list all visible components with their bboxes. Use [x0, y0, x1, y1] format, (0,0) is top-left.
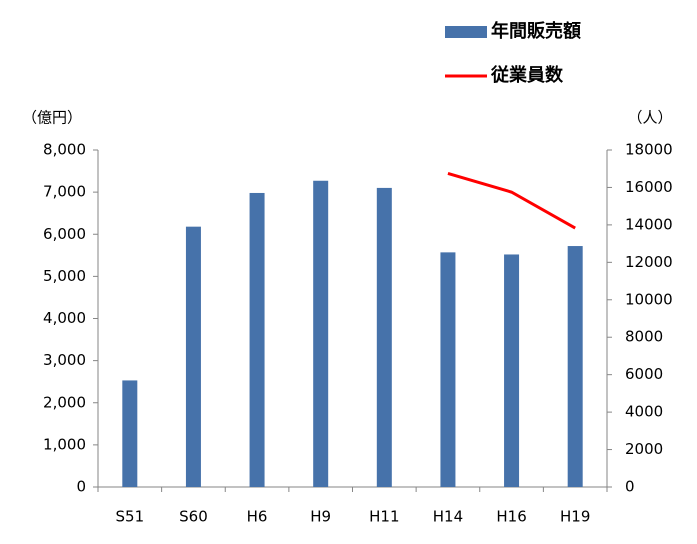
y2-tick-label: 4000 [625, 403, 663, 421]
y-tick-label: 1,000 [43, 435, 86, 453]
x-tick-label: H16 [496, 508, 526, 526]
bar [122, 380, 138, 487]
x-tick-label: S51 [116, 508, 145, 526]
y-tick-label: 3,000 [43, 351, 86, 369]
y2-tick-label: 8000 [625, 328, 663, 346]
x-tick-label: S60 [179, 508, 208, 526]
x-tick-label: H11 [369, 508, 399, 526]
legend-swatch [445, 26, 487, 38]
y2-axis-label: （人） [627, 109, 672, 127]
y2-tick-label: 12000 [625, 253, 673, 271]
y2-tick-label: 14000 [625, 215, 673, 233]
y-tick-label: 4,000 [43, 309, 86, 327]
bar [376, 187, 392, 487]
bar [504, 254, 520, 487]
y-tick-label: 7,000 [43, 183, 86, 201]
y2-tick-label: 18000 [625, 141, 673, 159]
x-tick-label: H14 [433, 508, 463, 526]
bar [567, 246, 583, 487]
y-axis-label: （億円） [22, 109, 82, 127]
bar [249, 192, 265, 487]
y-tick-label: 5,000 [43, 267, 86, 285]
y-tick-label: 0 [76, 478, 86, 496]
x-tick-label: H9 [310, 508, 331, 526]
y2-tick-label: 16000 [625, 178, 673, 196]
y2-tick-label: 10000 [625, 290, 673, 308]
y-tick-label: 6,000 [43, 225, 86, 243]
legend-label: 年間販売額 [491, 20, 581, 42]
bar [313, 180, 329, 487]
y-tick-label: 2,000 [43, 393, 86, 411]
y2-tick-label: 2000 [625, 440, 663, 458]
y2-tick-label: 0 [625, 478, 635, 496]
line [447, 171, 576, 230]
bar [440, 252, 456, 487]
legend-label: 従業員数 [490, 64, 564, 86]
y-tick-label: 8,000 [43, 141, 86, 159]
x-tick-label: H6 [247, 508, 268, 526]
bar [185, 226, 201, 488]
y2-tick-label: 6000 [625, 365, 663, 383]
x-tick-label: H19 [560, 508, 590, 526]
